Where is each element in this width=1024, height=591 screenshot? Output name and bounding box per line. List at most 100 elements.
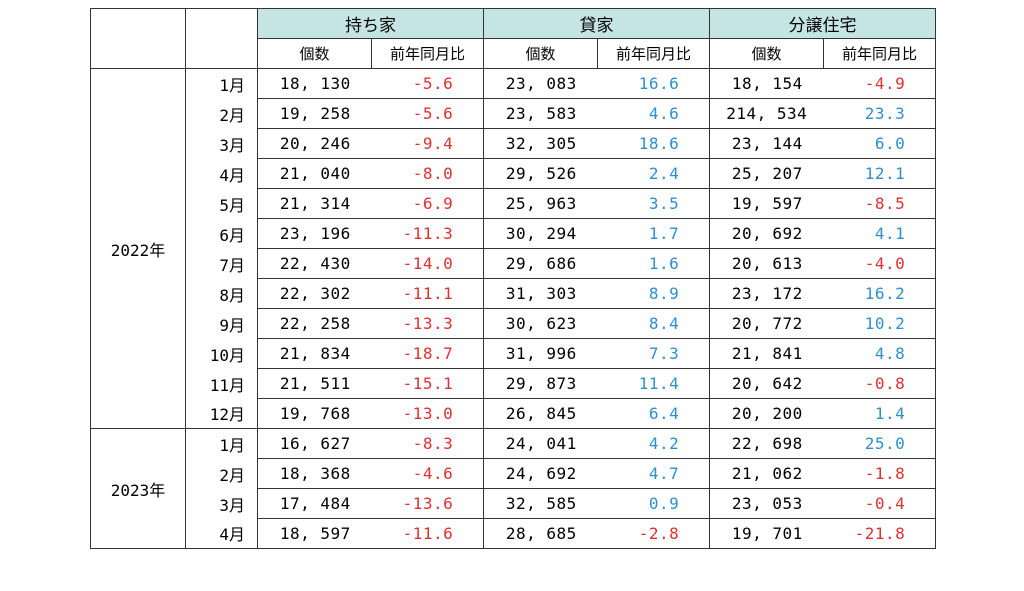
count-cell: 21, 834 <box>258 339 372 369</box>
ratio-cell: -6.9 <box>372 189 484 219</box>
count-cell: 23, 083 <box>484 69 598 99</box>
count-cell: 21, 040 <box>258 159 372 189</box>
ratio-cell: -18.7 <box>372 339 484 369</box>
month-cell: 2月 <box>186 459 258 489</box>
count-cell: 21, 511 <box>258 369 372 399</box>
count-cell: 28, 685 <box>484 519 598 549</box>
count-cell: 25, 207 <box>710 159 824 189</box>
ratio-cell: 16.2 <box>824 279 936 309</box>
count-cell: 30, 623 <box>484 309 598 339</box>
month-cell: 3月 <box>186 489 258 519</box>
count-cell: 20, 246 <box>258 129 372 159</box>
ratio-cell: -21.8 <box>824 519 936 549</box>
group-header-kashiya: 貸家 <box>484 9 710 39</box>
sub-header-count: 個数 <box>258 39 372 69</box>
count-cell: 18, 368 <box>258 459 372 489</box>
count-cell: 18, 130 <box>258 69 372 99</box>
month-cell: 10月 <box>186 339 258 369</box>
count-cell: 19, 597 <box>710 189 824 219</box>
table-row: 8月22, 302-11.131, 3038.923, 17216.2 <box>91 279 936 309</box>
count-cell: 24, 692 <box>484 459 598 489</box>
ratio-cell: 23.3 <box>824 99 936 129</box>
ratio-cell: 18.6 <box>598 129 710 159</box>
ratio-cell: -13.3 <box>372 309 484 339</box>
ratio-cell: -4.9 <box>824 69 936 99</box>
ratio-cell: -5.6 <box>372 69 484 99</box>
count-cell: 20, 642 <box>710 369 824 399</box>
group-header-mochiya: 持ち家 <box>258 9 484 39</box>
count-cell: 19, 701 <box>710 519 824 549</box>
month-cell: 7月 <box>186 249 258 279</box>
count-cell: 22, 302 <box>258 279 372 309</box>
ratio-cell: 0.9 <box>598 489 710 519</box>
year-cell: 2023年 <box>91 429 186 549</box>
sub-header-count: 個数 <box>710 39 824 69</box>
ratio-cell: -5.6 <box>372 99 484 129</box>
sub-header-count: 個数 <box>484 39 598 69</box>
month-cell: 1月 <box>186 69 258 99</box>
ratio-cell: 1.6 <box>598 249 710 279</box>
ratio-cell: -11.6 <box>372 519 484 549</box>
ratio-cell: -4.0 <box>824 249 936 279</box>
ratio-cell: -11.3 <box>372 219 484 249</box>
ratio-cell: 6.4 <box>598 399 710 429</box>
count-cell: 21, 314 <box>258 189 372 219</box>
year-cell: 2022年 <box>91 69 186 429</box>
count-cell: 31, 303 <box>484 279 598 309</box>
sub-header-ratio: 前年同月比 <box>598 39 710 69</box>
count-cell: 19, 768 <box>258 399 372 429</box>
count-cell: 23, 196 <box>258 219 372 249</box>
month-cell: 11月 <box>186 369 258 399</box>
count-cell: 22, 430 <box>258 249 372 279</box>
count-cell: 23, 144 <box>710 129 824 159</box>
ratio-cell: 4.7 <box>598 459 710 489</box>
table-row: 2022年1月18, 130-5.623, 08316.618, 154-4.9 <box>91 69 936 99</box>
count-cell: 20, 613 <box>710 249 824 279</box>
count-cell: 29, 686 <box>484 249 598 279</box>
count-cell: 16, 627 <box>258 429 372 459</box>
count-cell: 31, 996 <box>484 339 598 369</box>
month-cell: 4月 <box>186 519 258 549</box>
ratio-cell: 4.1 <box>824 219 936 249</box>
table-row: 2023年1月16, 627-8.324, 0414.222, 69825.0 <box>91 429 936 459</box>
ratio-cell: 3.5 <box>598 189 710 219</box>
table-row: 2月18, 368-4.624, 6924.721, 062-1.8 <box>91 459 936 489</box>
table-row: 5月21, 314-6.925, 9633.519, 597-8.5 <box>91 189 936 219</box>
month-cell: 8月 <box>186 279 258 309</box>
ratio-cell: 1.4 <box>824 399 936 429</box>
month-cell: 4月 <box>186 159 258 189</box>
ratio-cell: 4.6 <box>598 99 710 129</box>
count-cell: 20, 772 <box>710 309 824 339</box>
month-cell: 6月 <box>186 219 258 249</box>
table-row: 11月21, 511-15.129, 87311.420, 642-0.8 <box>91 369 936 399</box>
count-cell: 20, 200 <box>710 399 824 429</box>
count-cell: 32, 585 <box>484 489 598 519</box>
count-cell: 29, 873 <box>484 369 598 399</box>
ratio-cell: -8.0 <box>372 159 484 189</box>
count-cell: 23, 172 <box>710 279 824 309</box>
month-cell: 9月 <box>186 309 258 339</box>
table-row: 3月17, 484-13.632, 5850.923, 053-0.4 <box>91 489 936 519</box>
ratio-cell: 8.9 <box>598 279 710 309</box>
blank-month-header <box>186 9 258 69</box>
sub-header-ratio: 前年同月比 <box>824 39 936 69</box>
count-cell: 23, 583 <box>484 99 598 129</box>
count-cell: 26, 845 <box>484 399 598 429</box>
table-row: 4月18, 597-11.628, 685-2.819, 701-21.8 <box>91 519 936 549</box>
ratio-cell: -0.8 <box>824 369 936 399</box>
table-body: 2022年1月18, 130-5.623, 08316.618, 154-4.9… <box>91 69 936 549</box>
ratio-cell: 25.0 <box>824 429 936 459</box>
ratio-cell: -0.4 <box>824 489 936 519</box>
ratio-cell: -13.6 <box>372 489 484 519</box>
table-row: 12月19, 768-13.026, 8456.420, 2001.4 <box>91 399 936 429</box>
table-row: 2月19, 258-5.623, 5834.6214, 53423.3 <box>91 99 936 129</box>
ratio-cell: -11.1 <box>372 279 484 309</box>
count-cell: 22, 258 <box>258 309 372 339</box>
ratio-cell: -8.3 <box>372 429 484 459</box>
count-cell: 23, 053 <box>710 489 824 519</box>
month-cell: 5月 <box>186 189 258 219</box>
count-cell: 22, 698 <box>710 429 824 459</box>
ratio-cell: 12.1 <box>824 159 936 189</box>
sub-header-ratio: 前年同月比 <box>372 39 484 69</box>
count-cell: 17, 484 <box>258 489 372 519</box>
